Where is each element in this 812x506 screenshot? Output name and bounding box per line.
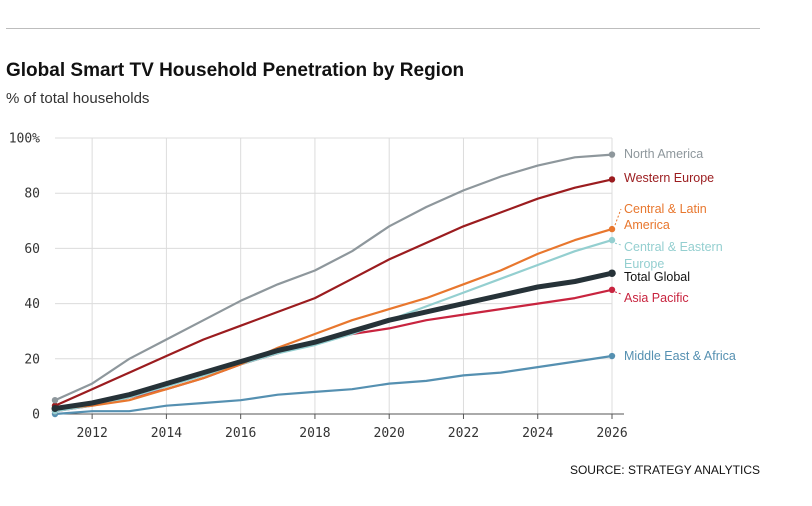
series-label-central-eastern-europe: Central & Eastern Europe [624, 240, 723, 271]
end-point-central-eastern-europe [608, 236, 616, 244]
chart-subtitle: % of total households [6, 90, 150, 107]
leader-line-central-eastern-europe [614, 242, 622, 246]
chart-title: Global Smart TV Household Penetration by… [6, 60, 465, 81]
end-point-asia-pacific [608, 286, 616, 293]
series-label-total-global: Total Global [624, 270, 690, 284]
series-label-asia-pacific: Asia Pacific [624, 291, 689, 305]
series-label-north-america: North America [624, 147, 703, 161]
y-tick-label: 60 [24, 242, 40, 257]
end-point-north-america [608, 151, 616, 158]
end-point-central-latin-america [608, 225, 616, 233]
x-tick-label: 2014 [151, 426, 182, 441]
series-label-central-latin-america: Central & Latin America [624, 202, 707, 232]
x-tick-label: 2016 [225, 426, 256, 441]
y-tick-label: 0 [32, 408, 40, 423]
top-rule [6, 28, 760, 29]
x-tick-label: 2018 [299, 426, 330, 441]
series-line-central-eastern-europe [53, 239, 614, 413]
series-line-western-europe [53, 178, 614, 407]
start-point-north-america [51, 397, 59, 404]
series-label-middle-east-africa: Middle East & Africa [624, 349, 736, 363]
y-tick-label: 40 [24, 297, 40, 312]
x-tick-label: 2022 [448, 426, 479, 441]
y-tick-label: 80 [24, 187, 40, 202]
leader-line-asia-pacific [614, 291, 622, 295]
x-tick-label: 2012 [76, 426, 107, 441]
start-point-total-global [51, 404, 59, 412]
y-tick-label: 20 [24, 352, 40, 367]
series-line-total-global [52, 270, 615, 411]
end-point-total-global [608, 269, 616, 278]
series-line-middle-east-africa [53, 354, 614, 416]
end-point-western-europe [608, 176, 616, 183]
x-tick-label: 2024 [522, 426, 553, 441]
x-tick-label: 2020 [374, 426, 405, 441]
series-line-north-america [53, 153, 614, 402]
series-label-western-europe: Western Europe [624, 171, 714, 185]
series-line-central-latin-america [53, 228, 614, 410]
end-point-middle-east-africa [608, 352, 616, 360]
x-tick-label: 2026 [596, 426, 627, 441]
y-tick-label: 100% [9, 132, 40, 147]
leader-line-central-latin-america [614, 208, 622, 226]
source-note: SOURCE: STRATEGY ANALYTICS [569, 463, 760, 477]
